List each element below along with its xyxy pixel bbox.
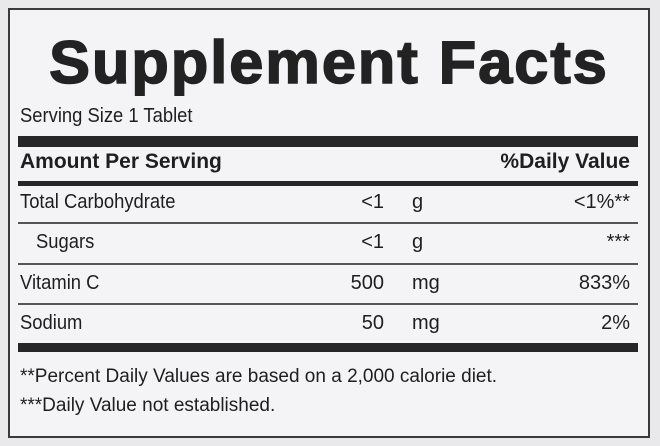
nutrient-unit: mg [412, 272, 440, 294]
nutrient-daily-value: 2% [601, 312, 630, 334]
medium-divider [18, 181, 638, 186]
nutrient-name: Total Carbohydrate [20, 191, 176, 213]
nutrient-row: Total Carbohydrate <1 g <1%** [20, 191, 630, 221]
daily-value-header: %Daily Value [500, 150, 630, 173]
nutrient-name: Sugars [36, 231, 95, 253]
nutrient-name: Sodium [20, 312, 83, 334]
footnote: **Percent Daily Values are based on a 2,… [20, 366, 498, 387]
footnote: ***Daily Value not established. [20, 395, 276, 416]
nutrient-amount: <1 [361, 231, 384, 253]
thick-divider [18, 343, 638, 352]
label-title: Supplement Facts [48, 28, 609, 97]
amount-per-serving-header: Amount Per Serving [20, 150, 222, 173]
nutrient-unit: g [412, 191, 424, 213]
supplement-facts-label: Supplement Facts Serving Size 1 Tablet A… [8, 8, 650, 438]
nutrient-row: Sodium 50 mg 2% [20, 312, 630, 342]
nutrient-daily-value: *** [606, 231, 630, 253]
nutrient-amount: <1 [361, 191, 384, 213]
nutrient-unit: mg [412, 312, 440, 334]
thick-divider [18, 136, 638, 147]
nutrient-row: Vitamin C 500 mg 833% [20, 272, 630, 302]
nutrient-daily-value: 833% [578, 272, 630, 294]
row-divider [18, 303, 638, 305]
nutrient-name: Vitamin C [20, 272, 100, 294]
header-row: Amount Per Serving %Daily Value [20, 150, 630, 180]
nutrient-amount: 50 [361, 312, 384, 334]
nutrient-daily-value: <1%** [573, 191, 630, 213]
nutrient-amount: 500 [350, 272, 384, 294]
nutrient-row: Sugars <1 g *** [20, 231, 630, 261]
nutrient-unit: g [412, 231, 424, 253]
row-divider [18, 263, 638, 265]
row-divider [18, 222, 638, 224]
serving-size: Serving Size 1 Tablet [20, 105, 193, 127]
